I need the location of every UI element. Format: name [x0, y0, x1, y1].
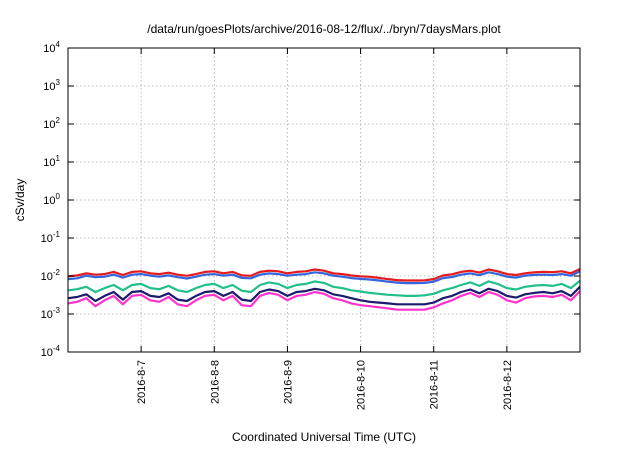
y-tick-exponent: -2 [53, 268, 61, 277]
x-tick-label: 2016-8-12 [502, 360, 514, 410]
y-tick-base: 10 [43, 157, 55, 169]
y-tick-base: 10 [41, 347, 53, 359]
y-tick-label: 10-2 [41, 268, 61, 283]
y-tick-label: 100 [43, 192, 60, 207]
series-line-1 [67, 268, 581, 282]
x-axis-label: Coordinated Universal Time (UTC) [232, 430, 416, 444]
series-layer [67, 268, 581, 311]
y-tick-base: 10 [43, 119, 55, 131]
y-tick-base: 10 [43, 81, 55, 93]
y-tick-exponent: 1 [56, 154, 61, 163]
series-line-4 [67, 286, 581, 306]
y-tick-exponent: 3 [56, 78, 61, 87]
y-tick-exponent: -3 [53, 306, 61, 315]
y-tick-exponent: 0 [56, 192, 61, 201]
series-line-5 [67, 290, 581, 311]
y-tick-base: 10 [41, 233, 53, 245]
y-tick-label: 104 [43, 40, 60, 55]
chart-title: /data/run/goesPlots/archive/2016-08-12/f… [147, 22, 501, 36]
x-tick-label: 2016-8-9 [282, 360, 294, 404]
y-tick-base: 10 [43, 43, 55, 55]
y-tick-base: 10 [41, 271, 53, 283]
series-line-2 [67, 270, 581, 285]
x-tick-label: 2016-8-11 [429, 360, 441, 409]
y-tick-base: 10 [43, 195, 55, 207]
series-line-3 [67, 279, 581, 297]
x-tick-label: 2016-8-10 [356, 360, 368, 410]
grid-layer [68, 48, 580, 352]
y-tick-label: 102 [43, 116, 60, 131]
y-tick-label: 101 [43, 154, 60, 169]
y-tick-label: 10-4 [41, 344, 61, 359]
y-tick-label: 10-1 [41, 230, 61, 245]
y-axis-label: cSv/day [13, 179, 27, 222]
y-tick-exponent: 4 [56, 40, 61, 49]
y-tick-exponent: -4 [53, 344, 61, 353]
y-tick-label: 103 [43, 78, 60, 93]
x-tick-label: 2016-8-8 [209, 360, 221, 404]
y-tick-exponent: -1 [53, 230, 61, 239]
y-tick-label: 10-3 [41, 306, 61, 321]
x-tick-label: 2016-8-7 [136, 360, 148, 404]
y-tick-exponent: 2 [56, 116, 61, 125]
y-tick-base: 10 [41, 309, 53, 321]
